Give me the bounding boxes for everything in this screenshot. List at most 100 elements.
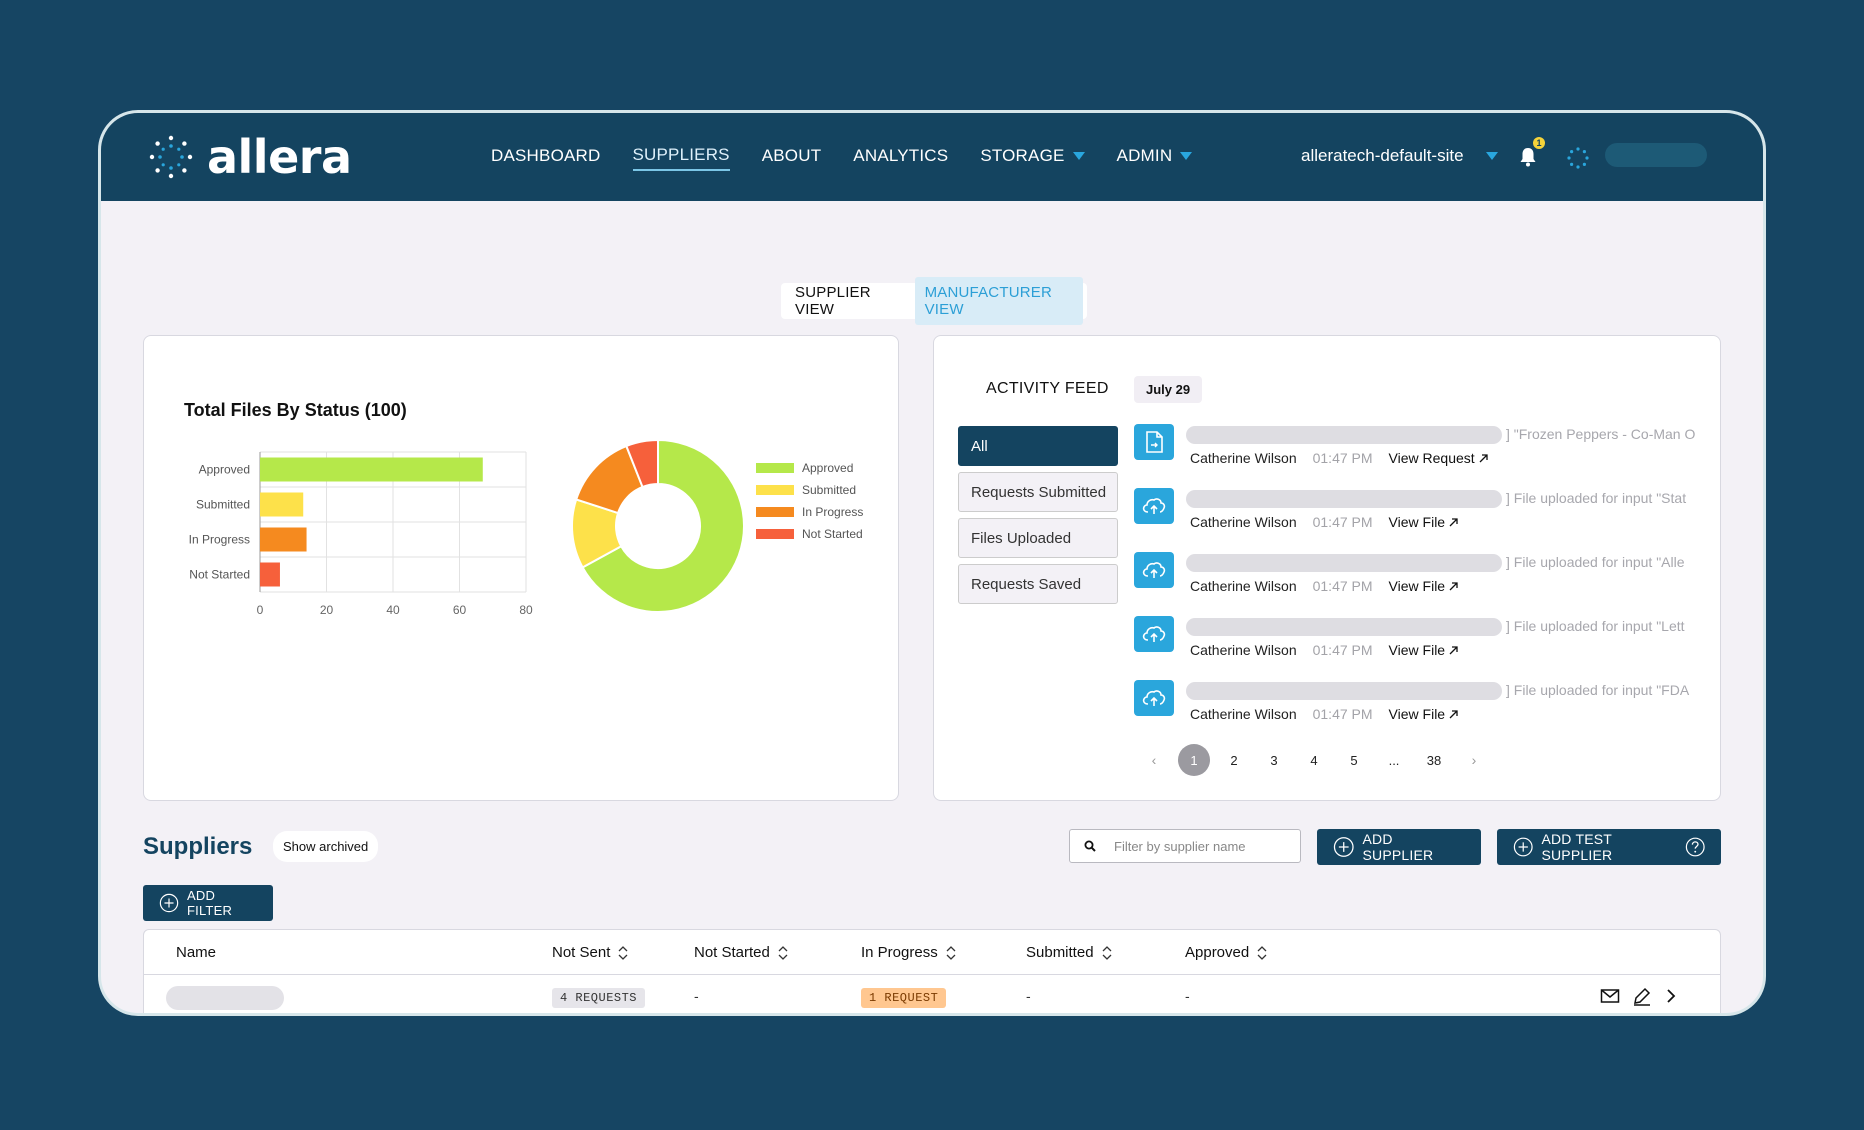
view-file-link[interactable]: View File	[1389, 706, 1459, 722]
menu-label: ANALYTICS	[853, 146, 949, 165]
sort-icon	[946, 945, 956, 960]
y-category-label: In Progress	[189, 533, 250, 547]
column-header-name[interactable]: Name	[176, 944, 216, 961]
add-supplier-button[interactable]: ADD SUPPLIER	[1317, 829, 1481, 865]
column-header-in-progress[interactable]: In Progress	[861, 944, 956, 961]
column-header-not-started[interactable]: Not Started	[694, 944, 788, 961]
files-by-status-card: Total Files By Status (100) 0 20 40 60 80 App…	[143, 335, 899, 801]
bar-submitted	[260, 492, 304, 517]
search-input[interactable]	[1114, 838, 1274, 854]
menu-analytics[interactable]: ANALYTICS	[853, 145, 948, 171]
menu-dashboard[interactable]: DASHBOARD	[491, 145, 601, 171]
bell-icon[interactable]	[1519, 147, 1537, 167]
legend-label: Approved	[802, 461, 853, 475]
prev-page-button[interactable]: ‹	[1151, 752, 1157, 768]
chevron-right-icon[interactable]	[1664, 987, 1678, 1005]
user-menu[interactable]	[1605, 143, 1707, 167]
bar-approved	[260, 457, 483, 482]
column-label: Submitted	[1026, 944, 1094, 961]
sort-icon	[1257, 945, 1267, 960]
requests-badge[interactable]: 1 REQUEST	[861, 988, 947, 1008]
page-2-button[interactable]: 2	[1230, 752, 1238, 768]
link-label: View File	[1388, 642, 1446, 658]
bar-in-progress	[260, 527, 307, 552]
column-header-not-sent[interactable]: Not Sent	[552, 944, 628, 961]
redacted-text	[1186, 490, 1502, 508]
show-archived-toggle[interactable]: Show archived	[273, 831, 379, 862]
sort-icon	[1102, 945, 1112, 960]
logo[interactable]: allera	[149, 130, 352, 184]
notification-badge: 1	[1533, 137, 1545, 149]
page-38-button[interactable]: 38	[1426, 752, 1442, 768]
column-header-submitted[interactable]: Submitted	[1026, 944, 1112, 961]
link-label: View File	[1388, 578, 1446, 594]
activity-list: ] "Frozen Peppers - Co-Man O Catherine W…	[1134, 424, 1695, 744]
supplier-view-button[interactable]: SUPPLIER VIEW	[795, 284, 871, 318]
activity-item: ] "Frozen Peppers - Co-Man O Catherine W…	[1134, 424, 1695, 488]
column-header-approved[interactable]: Approved	[1185, 944, 1267, 961]
page-3-button[interactable]: 3	[1270, 752, 1278, 768]
add-test-supplier-button[interactable]: ADD TEST SUPPLIER	[1497, 829, 1721, 865]
link-label: View File	[1388, 706, 1446, 722]
add-filter-button[interactable]: ADD FILTER	[143, 885, 273, 921]
menu-label: STORAGE	[980, 146, 1065, 165]
view-request-link[interactable]: View Request	[1389, 450, 1488, 466]
activity-description: ] File uploaded for input "FDA	[1506, 682, 1690, 698]
search-icon	[1084, 840, 1096, 852]
cloud-upload-icon	[1134, 616, 1174, 652]
filter-requests-saved[interactable]: Requests Saved	[958, 564, 1118, 604]
supplier-search[interactable]	[1069, 829, 1301, 863]
mail-icon[interactable]	[1600, 988, 1620, 1004]
supplier-name-redacted[interactable]	[166, 986, 284, 1010]
activity-description: ] "Frozen Peppers - Co-Man O	[1506, 426, 1696, 442]
help-circle-icon[interactable]	[1685, 836, 1705, 858]
document-icon	[1134, 424, 1174, 460]
column-label: Approved	[1185, 944, 1250, 961]
plus-circle-icon	[1513, 837, 1533, 857]
page-1-button[interactable]: 1	[1174, 744, 1214, 776]
external-link-icon	[1449, 517, 1458, 526]
cloud-upload-icon	[1134, 488, 1174, 524]
next-page-button[interactable]: ›	[1471, 752, 1477, 768]
activity-meta: Catherine Wilson 01:47 PM View File	[1190, 706, 1458, 722]
cell-not-sent: 4 REQUESTS	[552, 988, 646, 1008]
view-file-link[interactable]: View File	[1389, 578, 1459, 594]
menu-label: DASHBOARD	[491, 146, 601, 165]
activity-user: Catherine Wilson	[1190, 578, 1297, 594]
page-4-button[interactable]: 4	[1310, 752, 1318, 768]
menu-suppliers[interactable]: SUPPLIERS	[632, 145, 730, 171]
menu-about[interactable]: ABOUT	[762, 145, 822, 171]
redacted-text	[1186, 426, 1502, 444]
activity-time: 01:47 PM	[1312, 706, 1373, 722]
column-label: Name	[176, 944, 217, 961]
activity-meta: Catherine Wilson 01:47 PM View File	[1190, 578, 1458, 594]
activity-meta: Catherine Wilson 01:47 PM View File	[1190, 642, 1458, 658]
activity-description: ] File uploaded for input "Stat	[1506, 490, 1687, 506]
legend-swatch	[756, 529, 794, 539]
files-by-status-chart: 0 20 40 60 80 Approved Submitted In Progress Not…	[189, 438, 863, 617]
x-tick-label: 40	[386, 603, 400, 617]
menu-storage[interactable]: STORAGE	[980, 145, 1085, 171]
edit-pencil-icon[interactable]	[1632, 986, 1652, 1006]
filter-files-uploaded[interactable]: Files Uploaded	[958, 518, 1118, 558]
filter-all[interactable]: All	[958, 426, 1118, 466]
site-selector[interactable]: alleratech-default-site	[1301, 146, 1498, 166]
manufacturer-view-button[interactable]: MANUFACTURER VIEW	[914, 277, 1083, 325]
activity-user: Catherine Wilson	[1190, 642, 1297, 658]
y-category-label: Submitted	[196, 498, 250, 512]
column-label: In Progress	[861, 944, 938, 961]
redacted-text	[1186, 554, 1502, 572]
column-label: Not Sent	[552, 944, 611, 961]
view-file-link[interactable]: View File	[1389, 514, 1459, 530]
row-actions	[1600, 986, 1678, 1006]
view-file-link[interactable]: View File	[1389, 642, 1459, 658]
filter-requests-submitted[interactable]: Requests Submitted	[958, 472, 1118, 512]
page-5-button[interactable]: 5	[1350, 752, 1358, 768]
button-label: ADD TEST SUPPLIER	[1541, 831, 1613, 863]
activity-item: ] File uploaded for input "Stat Catherin…	[1134, 488, 1694, 552]
external-link-icon	[1449, 709, 1458, 718]
requests-badge[interactable]: 4 REQUESTS	[552, 988, 646, 1008]
menu-label: SUPPLIERS	[632, 145, 730, 164]
menu-admin[interactable]: ADMIN	[1117, 145, 1193, 171]
activity-user: Catherine Wilson	[1190, 450, 1297, 466]
